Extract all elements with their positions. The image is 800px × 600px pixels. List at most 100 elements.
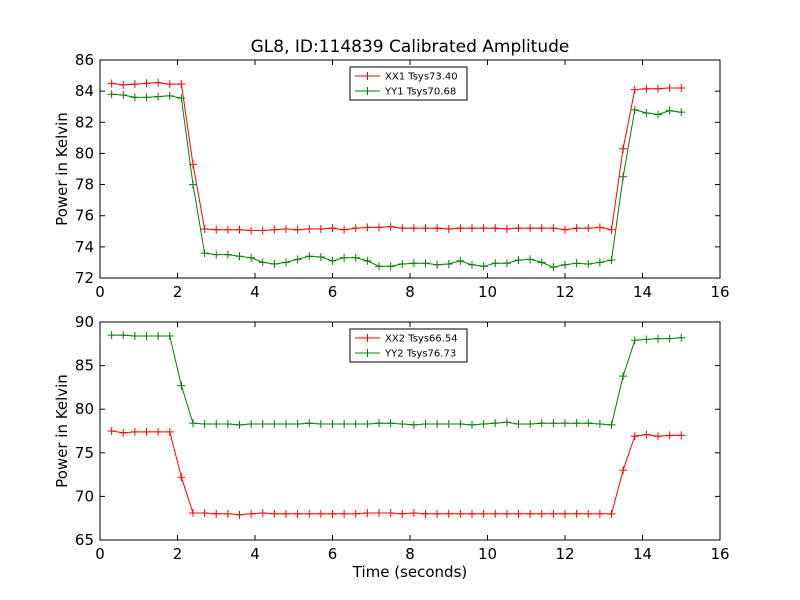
data-point bbox=[595, 223, 604, 232]
data-point bbox=[607, 509, 616, 518]
data-point bbox=[282, 224, 290, 233]
data-point bbox=[270, 225, 279, 234]
data-point bbox=[177, 80, 186, 89]
series-2 bbox=[107, 331, 686, 429]
data-point bbox=[351, 509, 360, 518]
data-point bbox=[247, 226, 256, 235]
y-tick-label: 80 bbox=[75, 400, 94, 418]
data-point bbox=[351, 253, 360, 262]
data-point bbox=[165, 331, 174, 340]
x-tick-label: 4 bbox=[250, 283, 260, 301]
x-tick-label: 16 bbox=[710, 545, 729, 563]
data-point bbox=[340, 225, 349, 234]
legend-label: XX1 Tsys73.40 bbox=[385, 72, 458, 83]
y-axis-label: Power in Kelvin bbox=[53, 374, 71, 488]
data-point bbox=[247, 509, 256, 518]
data-point bbox=[142, 93, 151, 102]
data-point bbox=[316, 252, 325, 261]
series-line bbox=[111, 93, 682, 268]
data-point bbox=[409, 259, 418, 268]
data-point bbox=[270, 259, 279, 268]
data-point bbox=[677, 84, 686, 93]
data-point bbox=[212, 225, 221, 234]
x-tick-label: 2 bbox=[173, 283, 183, 301]
data-point bbox=[630, 85, 639, 94]
data-point bbox=[421, 420, 430, 429]
data-point bbox=[584, 224, 593, 233]
data-point bbox=[130, 80, 139, 89]
data-point bbox=[177, 473, 186, 482]
data-point bbox=[502, 224, 511, 233]
data-point bbox=[444, 420, 453, 429]
data-point bbox=[200, 508, 209, 517]
data-point bbox=[479, 509, 488, 518]
x-tick-label: 12 bbox=[555, 283, 574, 301]
data-point bbox=[258, 226, 267, 235]
x-tick-label: 12 bbox=[555, 545, 574, 563]
data-point bbox=[491, 509, 500, 518]
data-point bbox=[235, 510, 244, 519]
data-point bbox=[502, 259, 511, 268]
series-line bbox=[111, 430, 682, 516]
data-point bbox=[642, 335, 651, 344]
y-tick-label: 80 bbox=[75, 144, 94, 162]
data-point bbox=[444, 224, 453, 233]
x-tick-label: 6 bbox=[328, 283, 338, 301]
legend: XX1 Tsys73.40 YY1 Tsys70.68 bbox=[349, 66, 468, 101]
data-point bbox=[328, 256, 337, 265]
data-point bbox=[386, 262, 395, 271]
data-point bbox=[409, 508, 418, 517]
x-tick-label: 16 bbox=[710, 283, 729, 301]
data-point bbox=[642, 108, 651, 117]
data-point bbox=[549, 224, 558, 233]
y-tick-label: 78 bbox=[75, 176, 94, 194]
data-point bbox=[491, 259, 500, 268]
data-point bbox=[526, 509, 535, 518]
data-point bbox=[537, 224, 546, 233]
data-point bbox=[223, 250, 232, 259]
data-point bbox=[130, 427, 139, 436]
data-point bbox=[630, 336, 639, 345]
x-tick-label: 10 bbox=[478, 545, 497, 563]
data-point bbox=[468, 260, 476, 269]
data-point bbox=[456, 256, 465, 265]
data-point bbox=[223, 420, 232, 429]
data-point bbox=[654, 84, 662, 93]
data-point bbox=[642, 84, 651, 93]
data-point bbox=[235, 225, 244, 234]
data-point bbox=[223, 509, 232, 518]
series-1 bbox=[107, 427, 686, 519]
x-tick-label: 4 bbox=[250, 545, 260, 563]
data-point bbox=[328, 420, 337, 429]
data-point bbox=[119, 428, 128, 437]
y-axis-label: Power in Kelvin bbox=[53, 112, 71, 226]
data-point bbox=[223, 225, 232, 234]
data-point bbox=[247, 420, 256, 429]
data-point bbox=[526, 420, 535, 429]
data-point bbox=[595, 509, 604, 518]
data-point bbox=[293, 509, 302, 518]
data-point bbox=[572, 419, 581, 428]
chart-2: 0 2 4 6 8 10 12 14 16 65 70 75 80 85 90 Power in Kelvin… bbox=[53, 313, 730, 581]
data-point bbox=[642, 430, 651, 439]
legend-marker bbox=[363, 87, 372, 95]
data-point bbox=[293, 255, 302, 264]
x-tick-label: 14 bbox=[633, 545, 652, 563]
data-point bbox=[293, 420, 302, 429]
y-tick-label: 84 bbox=[75, 82, 94, 100]
data-point bbox=[363, 223, 372, 232]
data-point bbox=[375, 223, 383, 232]
data-point bbox=[433, 260, 442, 269]
data-point bbox=[107, 427, 116, 435]
data-point bbox=[270, 420, 279, 429]
data-point bbox=[258, 508, 267, 517]
data-point bbox=[409, 224, 418, 233]
data-point bbox=[165, 91, 174, 100]
data-point bbox=[526, 224, 535, 233]
figure-title: GL8, ID:114839 Calibrated Amplitude bbox=[251, 37, 570, 57]
data-point bbox=[549, 419, 558, 428]
data-point bbox=[665, 84, 674, 93]
data-point bbox=[235, 420, 244, 429]
data-point bbox=[107, 331, 116, 340]
data-point bbox=[398, 224, 407, 233]
